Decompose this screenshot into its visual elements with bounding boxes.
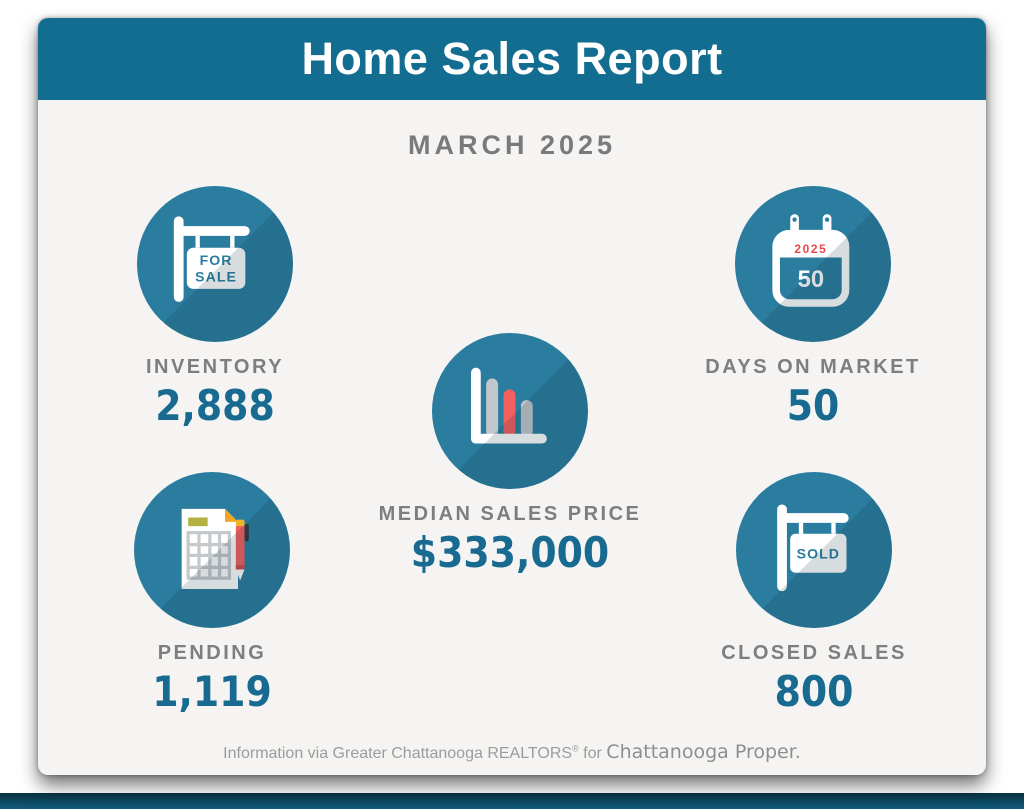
stat-inventory: FOR SALE INVENTORY 2,888 (55, 186, 375, 430)
document-pen-icon (134, 472, 290, 628)
attribution-connector: for (578, 745, 607, 762)
header-bar: Home Sales Report (38, 18, 986, 100)
bar-chart-icon (432, 333, 588, 489)
page-title: Home Sales Report (301, 33, 723, 84)
svg-text:FOR: FOR (200, 252, 233, 268)
stat-value: 50 (786, 381, 840, 430)
stat-pending: PENDING 1,119 (52, 472, 372, 716)
stat-label: DAYS ON MARKET (705, 356, 921, 378)
attribution: Information via Greater Chattanooga REAL… (38, 741, 986, 763)
stat-value: 2,888 (155, 381, 275, 430)
stat-label: PENDING (157, 642, 267, 664)
stat-label: CLOSED SALES (721, 642, 907, 664)
registered-mark: ® (572, 743, 579, 754)
sold-sign-icon: SOLD (736, 472, 892, 628)
svg-text:SOLD: SOLD (797, 546, 840, 562)
stat-value: 1,119 (152, 667, 272, 716)
svg-text:SALE: SALE (195, 268, 237, 284)
report-month: MARCH 2025 (407, 130, 617, 160)
stat-days-on-market: 2025 50 DAYS ON MARKET 50 (653, 186, 973, 430)
svg-text:50: 50 (798, 266, 825, 293)
stat-closed-sales: SOLD CLOSED SALES 800 (654, 472, 974, 716)
attribution-prefix: Information via Greater Chattanooga REAL… (223, 745, 573, 762)
stat-label: INVENTORY (145, 356, 285, 378)
stat-median-sales-price: MEDIAN SALES PRICE $333,000 (350, 333, 670, 577)
stat-value: 800 (774, 667, 854, 716)
for-sale-sign-icon: FOR SALE (137, 186, 293, 342)
stat-value: $333,000 (410, 528, 610, 577)
bottom-accent-bar (0, 793, 1024, 809)
report-card: Home Sales Report MARCH 2025 FOR SALE IN… (38, 18, 986, 775)
attribution-brand: Chattanooga Proper. (606, 741, 801, 763)
svg-text:2025: 2025 (794, 242, 827, 256)
stat-label: MEDIAN SALES PRICE (378, 503, 642, 525)
calendar-icon: 2025 50 (735, 186, 891, 342)
